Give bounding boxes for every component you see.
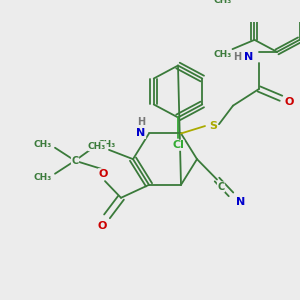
Text: S: S <box>209 121 217 131</box>
Text: O: O <box>97 220 107 231</box>
Text: Cl: Cl <box>172 140 184 150</box>
Text: H: H <box>137 117 145 127</box>
Text: CH₃: CH₃ <box>34 140 52 148</box>
Text: CH₃: CH₃ <box>98 140 116 148</box>
Text: N: N <box>244 52 253 62</box>
Text: O: O <box>284 97 294 107</box>
Text: H: H <box>233 52 241 62</box>
Text: C: C <box>218 182 225 192</box>
Text: N: N <box>236 197 246 207</box>
Text: CH₃: CH₃ <box>213 0 232 5</box>
Text: CH₃: CH₃ <box>88 142 106 151</box>
Text: C: C <box>71 156 79 166</box>
Text: O: O <box>98 169 108 179</box>
Text: CH₃: CH₃ <box>34 173 52 182</box>
Text: N: N <box>136 128 146 139</box>
Text: CH₃: CH₃ <box>213 50 232 59</box>
